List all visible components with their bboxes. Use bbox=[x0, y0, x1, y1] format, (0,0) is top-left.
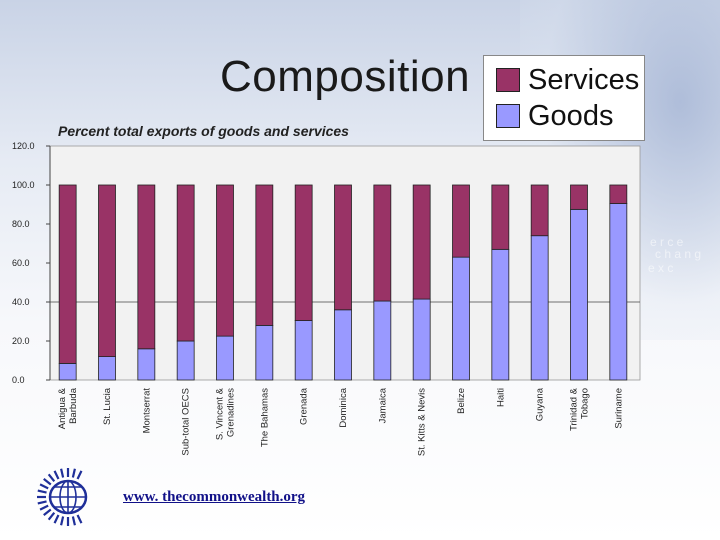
legend-label-goods: Goods bbox=[528, 99, 614, 132]
x-tick-label: Tobago bbox=[580, 388, 591, 419]
y-tick-label: 40.0 bbox=[12, 297, 30, 307]
website-link[interactable]: www. thecommonwealth.org bbox=[123, 489, 306, 505]
bar-services bbox=[334, 184, 352, 311]
x-tick-label: Montserrat bbox=[141, 388, 152, 434]
chart-legend: Services Goods bbox=[483, 55, 645, 141]
chart-subtitle: Percent total exports of goods and servi… bbox=[58, 123, 349, 139]
x-tick-label: Dominica bbox=[338, 387, 349, 427]
bar-goods bbox=[294, 320, 313, 381]
y-tick-label: 80.0 bbox=[12, 219, 30, 229]
bar-goods bbox=[255, 324, 274, 381]
bar-services bbox=[570, 184, 588, 210]
x-tick-label: Suriname bbox=[613, 388, 624, 429]
x-tick-label: Grenadines bbox=[226, 388, 237, 437]
x-tick-label: Jamaica bbox=[377, 387, 388, 423]
bar-services bbox=[452, 184, 470, 258]
bar-services bbox=[98, 184, 116, 358]
bar-services bbox=[137, 184, 156, 350]
legend-swatch-goods bbox=[496, 104, 520, 128]
bar-goods bbox=[334, 309, 352, 381]
x-tick-label: Trinidad & bbox=[569, 387, 580, 431]
bar-services bbox=[176, 184, 195, 342]
bar-services bbox=[530, 184, 549, 237]
bar-goods bbox=[570, 208, 588, 381]
bar-services bbox=[58, 184, 77, 364]
bar-services bbox=[373, 184, 392, 302]
stacked-bar-chart: 0.0 20.0 40.0 60.0 80.0 100.0 120.0 Antigua & Ba… bbox=[12, 141, 641, 456]
bar-services bbox=[294, 184, 313, 321]
commonwealth-logo-icon bbox=[37, 468, 88, 526]
x-tick-label: S. Vincent & bbox=[215, 387, 226, 440]
x-tick-label: Haiti bbox=[495, 388, 506, 407]
x-tick-label: Barbuda bbox=[68, 387, 79, 424]
legend-item-goods: Goods bbox=[496, 98, 613, 134]
bar-services bbox=[491, 184, 510, 250]
bar-goods bbox=[137, 348, 156, 381]
bar-services bbox=[412, 184, 431, 300]
y-tick-label: 0.0 bbox=[12, 375, 25, 385]
x-tick-label: Belize bbox=[456, 388, 467, 414]
bar-goods bbox=[530, 235, 549, 381]
bar-goods bbox=[452, 256, 470, 381]
y-tick-label: 100.0 bbox=[12, 180, 35, 190]
bar-services bbox=[255, 184, 274, 326]
y-tick-label: 60.0 bbox=[12, 258, 30, 268]
bar-goods bbox=[216, 335, 234, 381]
x-tick-label: Guyana bbox=[535, 387, 546, 421]
bar-services bbox=[609, 184, 628, 204]
y-tick-label: 20.0 bbox=[12, 336, 30, 346]
x-tick-label: St. Lucia bbox=[102, 387, 113, 425]
x-tick-label: Grenada bbox=[299, 387, 310, 425]
legend-label-services: Services bbox=[528, 63, 640, 96]
bar-goods bbox=[176, 340, 195, 381]
bar-goods bbox=[98, 356, 116, 381]
x-tick-label: Sub-total OECS bbox=[181, 388, 192, 456]
bar-goods bbox=[58, 363, 77, 381]
bar-goods bbox=[373, 300, 392, 381]
bar-goods bbox=[412, 298, 431, 381]
x-tick-label: St. Kitts & Nevis bbox=[417, 388, 428, 456]
bar-goods bbox=[491, 248, 510, 381]
x-tick-label: The Bahamas bbox=[259, 388, 270, 447]
legend-swatch-services bbox=[496, 68, 520, 92]
slide-title: Composition bbox=[220, 52, 471, 101]
bar-services bbox=[216, 184, 234, 337]
y-tick-label: 120.0 bbox=[12, 141, 35, 151]
bar-goods bbox=[609, 203, 628, 381]
x-tick-label: Antigua & bbox=[57, 387, 68, 429]
legend-item-services: Services bbox=[496, 62, 639, 98]
